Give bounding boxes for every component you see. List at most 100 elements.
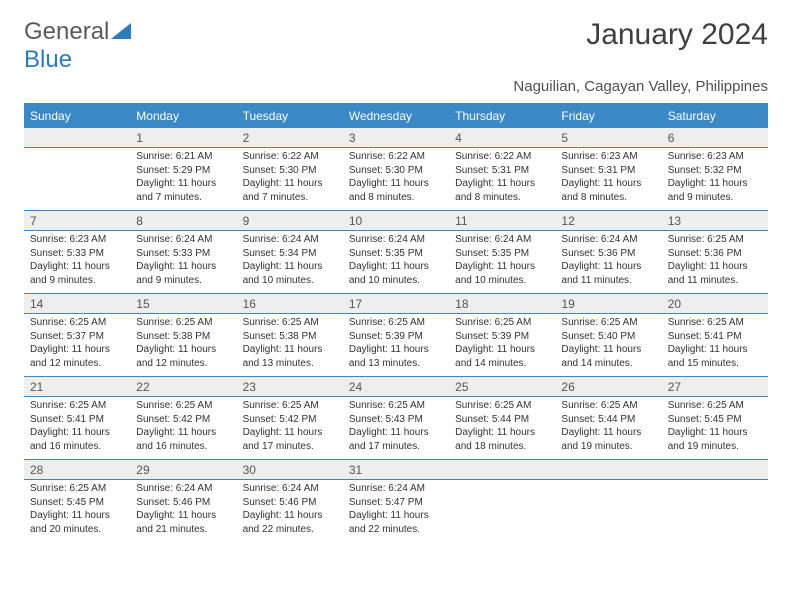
daylight-text: Daylight: 11 hours and 18 minutes. — [455, 426, 549, 453]
sunrise-text: Sunrise: 6:25 AM — [30, 316, 124, 330]
day-details: Sunrise: 6:25 AMSunset: 5:40 PMDaylight:… — [555, 314, 661, 376]
sunset-text: Sunset: 5:41 PM — [30, 413, 124, 427]
daylight-text: Daylight: 11 hours and 14 minutes. — [561, 343, 655, 370]
sunrise-text: Sunrise: 6:24 AM — [349, 482, 443, 496]
logo-text: General Blue — [24, 18, 131, 74]
sunrise-text: Sunrise: 6:24 AM — [243, 233, 337, 247]
sunset-text: Sunset: 5:44 PM — [455, 413, 549, 427]
day-number: 2 — [237, 128, 343, 147]
calendar-week-numrow: 78910111213 — [24, 210, 768, 230]
day-details: Sunrise: 6:24 AMSunset: 5:36 PMDaylight:… — [555, 231, 661, 293]
sunset-text: Sunset: 5:43 PM — [349, 413, 443, 427]
sunrise-text: Sunrise: 6:24 AM — [136, 233, 230, 247]
day-header-mon: Monday — [130, 105, 236, 127]
day-number: 10 — [343, 211, 449, 230]
sunset-text: Sunset: 5:31 PM — [561, 164, 655, 178]
day-details: Sunrise: 6:25 AMSunset: 5:42 PMDaylight:… — [130, 397, 236, 459]
sunrise-text: Sunrise: 6:23 AM — [561, 150, 655, 164]
day-details: Sunrise: 6:24 AMSunset: 5:34 PMDaylight:… — [237, 231, 343, 293]
sunset-text: Sunset: 5:37 PM — [30, 330, 124, 344]
day-number: 26 — [555, 377, 661, 396]
sunrise-text: Sunrise: 6:24 AM — [136, 482, 230, 496]
day-details: Sunrise: 6:25 AMSunset: 5:45 PMDaylight:… — [24, 480, 130, 542]
day-details: Sunrise: 6:22 AMSunset: 5:31 PMDaylight:… — [449, 148, 555, 210]
sunset-text: Sunset: 5:40 PM — [561, 330, 655, 344]
day-details: Sunrise: 6:25 AMSunset: 5:42 PMDaylight:… — [237, 397, 343, 459]
sunrise-text: Sunrise: 6:25 AM — [668, 316, 762, 330]
daylight-text: Daylight: 11 hours and 8 minutes. — [455, 177, 549, 204]
day-number: 21 — [24, 377, 130, 396]
sunrise-text: Sunrise: 6:22 AM — [349, 150, 443, 164]
location-subtitle: Naguilian, Cagayan Valley, Philippines — [24, 78, 768, 95]
day-number: 17 — [343, 294, 449, 313]
day-header-wed: Wednesday — [343, 105, 449, 127]
sunset-text: Sunset: 5:33 PM — [136, 247, 230, 261]
sunrise-text: Sunrise: 6:25 AM — [561, 316, 655, 330]
calendar-day-header: Sunday Monday Tuesday Wednesday Thursday… — [24, 105, 768, 127]
sunset-text: Sunset: 5:46 PM — [243, 496, 337, 510]
day-number: 25 — [449, 377, 555, 396]
sunrise-text: Sunrise: 6:24 AM — [455, 233, 549, 247]
day-number: 30 — [237, 460, 343, 479]
sunrise-text: Sunrise: 6:21 AM — [136, 150, 230, 164]
day-number: 9 — [237, 211, 343, 230]
day-header-thu: Thursday — [449, 105, 555, 127]
daylight-text: Daylight: 11 hours and 12 minutes. — [136, 343, 230, 370]
sunrise-text: Sunrise: 6:25 AM — [30, 482, 124, 496]
daylight-text: Daylight: 11 hours and 8 minutes. — [561, 177, 655, 204]
day-details: Sunrise: 6:25 AMSunset: 5:43 PMDaylight:… — [343, 397, 449, 459]
day-details: Sunrise: 6:25 AMSunset: 5:44 PMDaylight:… — [555, 397, 661, 459]
sunrise-text: Sunrise: 6:25 AM — [30, 399, 124, 413]
day-number: 23 — [237, 377, 343, 396]
sunrise-text: Sunrise: 6:22 AM — [243, 150, 337, 164]
daylight-text: Daylight: 11 hours and 10 minutes. — [243, 260, 337, 287]
sunset-text: Sunset: 5:36 PM — [668, 247, 762, 261]
daylight-text: Daylight: 11 hours and 8 minutes. — [349, 177, 443, 204]
day-details: Sunrise: 6:24 AMSunset: 5:46 PMDaylight:… — [130, 480, 236, 542]
sunrise-text: Sunrise: 6:25 AM — [561, 399, 655, 413]
day-details: Sunrise: 6:25 AMSunset: 5:38 PMDaylight:… — [237, 314, 343, 376]
day-details: Sunrise: 6:23 AMSunset: 5:33 PMDaylight:… — [24, 231, 130, 293]
sunrise-text: Sunrise: 6:25 AM — [243, 399, 337, 413]
day-number: 27 — [662, 377, 768, 396]
sunrise-text: Sunrise: 6:24 AM — [243, 482, 337, 496]
sunrise-text: Sunrise: 6:25 AM — [349, 399, 443, 413]
daylight-text: Daylight: 11 hours and 7 minutes. — [136, 177, 230, 204]
day-header-sun: Sunday — [24, 105, 130, 127]
logo: General Blue — [24, 18, 131, 74]
day-details: Sunrise: 6:24 AMSunset: 5:33 PMDaylight:… — [130, 231, 236, 293]
sunset-text: Sunset: 5:38 PM — [136, 330, 230, 344]
day-number — [24, 128, 130, 147]
sunrise-text: Sunrise: 6:25 AM — [349, 316, 443, 330]
day-number: 4 — [449, 128, 555, 147]
daylight-text: Daylight: 11 hours and 16 minutes. — [136, 426, 230, 453]
day-number: 11 — [449, 211, 555, 230]
day-details: Sunrise: 6:25 AMSunset: 5:45 PMDaylight:… — [662, 397, 768, 459]
sunset-text: Sunset: 5:36 PM — [561, 247, 655, 261]
day-number: 22 — [130, 377, 236, 396]
daylight-text: Daylight: 11 hours and 9 minutes. — [136, 260, 230, 287]
sunset-text: Sunset: 5:47 PM — [349, 496, 443, 510]
day-number: 31 — [343, 460, 449, 479]
sunset-text: Sunset: 5:45 PM — [668, 413, 762, 427]
sunset-text: Sunset: 5:29 PM — [136, 164, 230, 178]
day-details: Sunrise: 6:22 AMSunset: 5:30 PMDaylight:… — [343, 148, 449, 210]
day-number: 28 — [24, 460, 130, 479]
calendar-week-numrow: 14151617181920 — [24, 293, 768, 313]
day-details: Sunrise: 6:25 AMSunset: 5:39 PMDaylight:… — [449, 314, 555, 376]
day-number: 29 — [130, 460, 236, 479]
day-number: 19 — [555, 294, 661, 313]
calendar-week-detailsrow: Sunrise: 6:25 AMSunset: 5:37 PMDaylight:… — [24, 313, 768, 376]
day-number: 18 — [449, 294, 555, 313]
day-number — [662, 460, 768, 479]
day-number: 20 — [662, 294, 768, 313]
sunset-text: Sunset: 5:39 PM — [349, 330, 443, 344]
sunrise-text: Sunrise: 6:25 AM — [243, 316, 337, 330]
header: General Blue January 2024 — [24, 18, 768, 74]
sunset-text: Sunset: 5:35 PM — [349, 247, 443, 261]
daylight-text: Daylight: 11 hours and 21 minutes. — [136, 509, 230, 536]
sunset-text: Sunset: 5:33 PM — [30, 247, 124, 261]
sunset-text: Sunset: 5:41 PM — [668, 330, 762, 344]
day-details: Sunrise: 6:25 AMSunset: 5:38 PMDaylight:… — [130, 314, 236, 376]
day-header-tue: Tuesday — [237, 105, 343, 127]
